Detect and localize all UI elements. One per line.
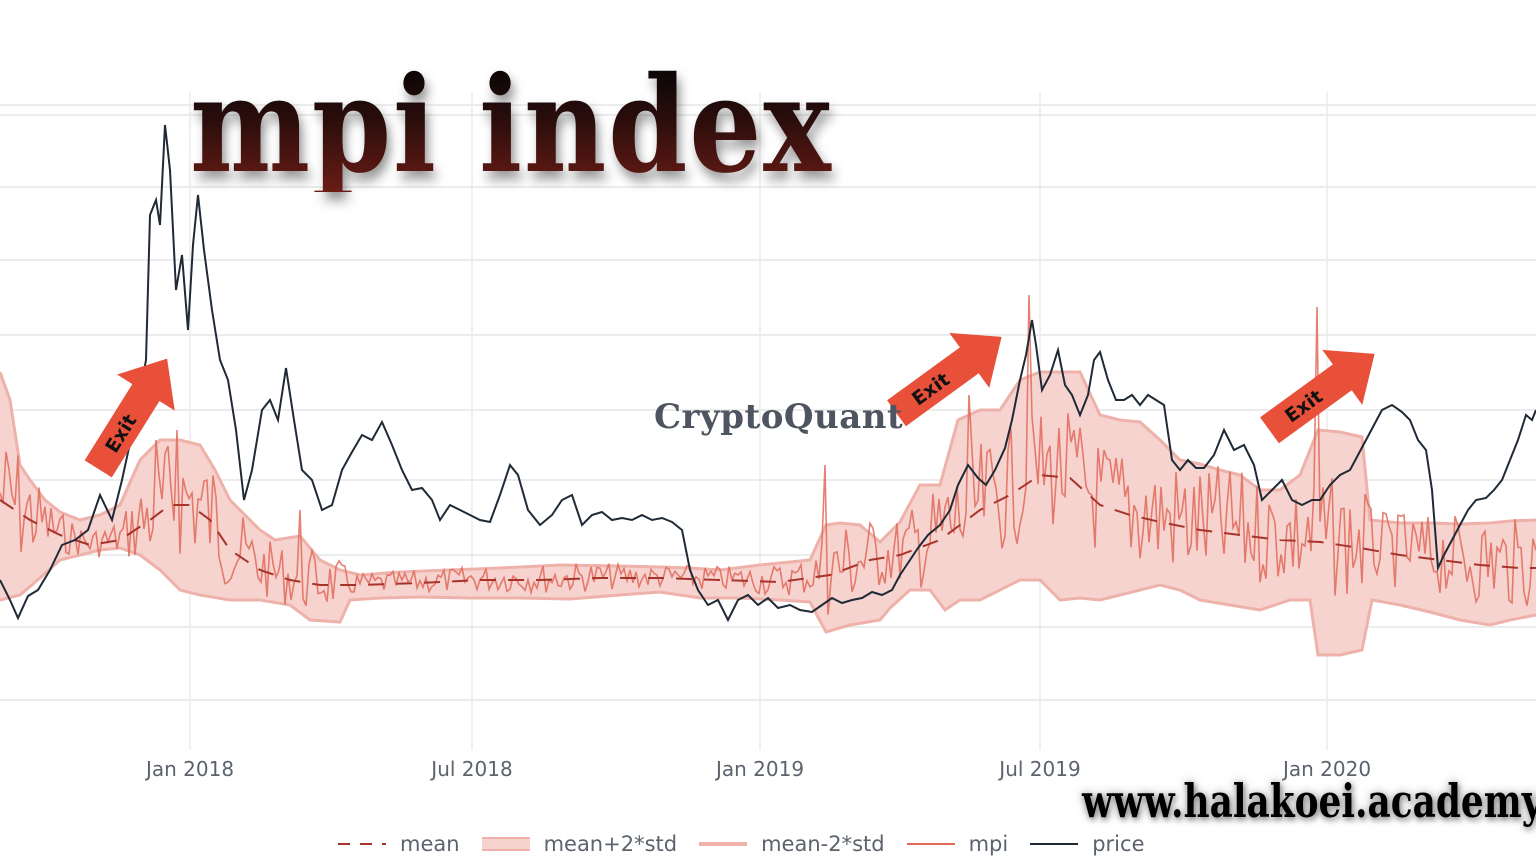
chart-legend: mean mean+2*std mean-2*std mpi price <box>338 832 1166 856</box>
legend-swatch-icon <box>338 837 386 851</box>
website-watermark: www.halakoei.academy <box>1082 774 1536 828</box>
title-banner: mpi index <box>190 60 937 192</box>
legend-item-lower[interactable]: mean-2*std <box>699 832 885 856</box>
legend-swatch-icon <box>906 837 955 851</box>
legend-swatch-icon <box>1030 837 1079 851</box>
x-tick-label: Jan 2019 <box>715 757 805 781</box>
mpi-line <box>0 294 1536 615</box>
x-tick-label: Jan 2018 <box>145 757 235 781</box>
x-tick-label: Jul 2019 <box>999 757 1081 781</box>
legend-item-mpi[interactable]: mpi <box>906 832 1009 856</box>
legend-swatch-icon <box>481 837 530 851</box>
price-line <box>0 124 1536 623</box>
page-title: mpi index <box>190 48 833 203</box>
mean-plus-2std-line <box>0 370 1536 577</box>
cryptoquant-watermark: CryptoQuant <box>654 397 904 437</box>
legend-swatch-icon <box>699 837 748 851</box>
legend-label: price <box>1092 832 1145 856</box>
legend-label: mean-2*std <box>761 832 885 856</box>
legend-item-upper[interactable]: mean+2*std <box>481 832 678 856</box>
x-tick-label: Jul 2018 <box>431 757 513 781</box>
legend-label: mean <box>400 832 460 856</box>
mean-line <box>0 473 1536 586</box>
legend-label: mpi <box>968 832 1009 856</box>
legend-label: mean+2*std <box>543 832 678 856</box>
legend-item-mean[interactable]: mean <box>338 832 460 856</box>
mean-minus-2std-line <box>0 546 1536 657</box>
x-tick-label: Jan 2020 <box>1282 757 1372 781</box>
legend-item-price[interactable]: price <box>1030 832 1144 856</box>
